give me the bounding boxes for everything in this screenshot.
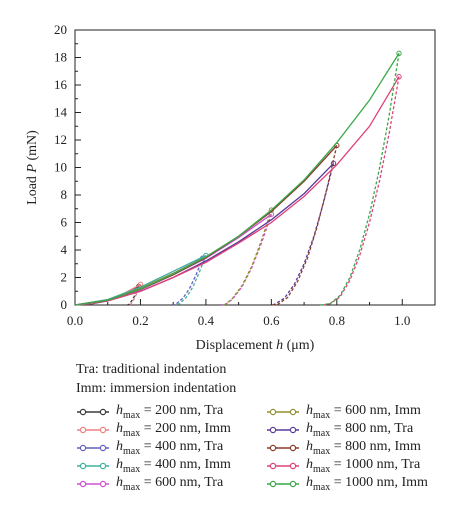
y-tick-label: 4 — [61, 242, 68, 257]
series-loading-line — [74, 257, 203, 306]
x-tick-label: 1.0 — [394, 313, 410, 328]
x-tick-label: 0.4 — [198, 313, 215, 328]
y-tick-label: 20 — [54, 22, 67, 37]
x-tick-label: 0.2 — [132, 313, 148, 328]
note-immersion: Imm: immersion indentation — [76, 381, 237, 396]
series-unloading-line — [271, 145, 338, 306]
series-loading-line — [74, 209, 272, 306]
legend-label: hmax = 400 nm, Tra — [116, 439, 224, 457]
legend-notes: Tra: traditional indentation Imm: immers… — [76, 360, 236, 398]
load-displacement-chart: 0.0 0.2 0.4 0.6 0.8 1.0 0 2 4 6 8 10 12 14 16 18 20 Dis… — [25, 22, 436, 353]
legend-swatch — [77, 480, 109, 488]
note-traditional: Tra: traditional indentation — [76, 362, 227, 377]
legend-label: hmax = 1000 nm, Tra — [306, 457, 421, 475]
series-unloading-line — [176, 255, 207, 306]
series-loading-line — [74, 76, 400, 306]
x-axis: 0.0 0.2 0.4 0.6 0.8 1.0 — [67, 299, 410, 328]
legend-swatch — [77, 426, 109, 434]
series-loading-line — [74, 53, 400, 306]
series-layer — [74, 50, 402, 306]
series-unloading-line — [320, 53, 400, 306]
y-axis: 0 2 4 6 8 10 12 14 16 18 20 — [54, 22, 81, 312]
x-axis-title: Displacement h (μm) — [196, 338, 315, 353]
series-peak-point — [396, 50, 402, 57]
legend-swatch — [267, 444, 299, 452]
y-tick-label: 8 — [61, 187, 68, 202]
y-tick-label: 16 — [54, 77, 68, 92]
plot-frame — [74, 29, 436, 306]
series-5 — [74, 207, 275, 306]
legend-swatch — [77, 444, 109, 452]
legend-swatch — [77, 462, 109, 470]
x-tick-label: 0.8 — [329, 313, 345, 328]
series-4 — [74, 211, 275, 306]
legend-swatch — [267, 408, 299, 416]
y-axis-title: Load P (mN) — [25, 130, 40, 205]
series-8 — [74, 74, 402, 306]
legend-swatch — [267, 426, 299, 434]
series-unloading-line — [222, 209, 273, 306]
legend-label: hmax = 400 nm, Imm — [116, 457, 231, 475]
series-peak-point — [396, 74, 402, 80]
y-tick-label: 14 — [54, 105, 68, 120]
y-tick-label: 2 — [61, 270, 68, 285]
series-unloading-line — [271, 163, 335, 306]
y-tick-label: 12 — [54, 132, 67, 147]
series-loading-line — [74, 285, 140, 306]
series-unloading-line — [323, 76, 400, 306]
legend-swatch — [77, 408, 109, 416]
legend-label: hmax = 800 nm, Imm — [306, 439, 421, 457]
series-6 — [74, 160, 337, 306]
legend-label: hmax = 800 nm, Tra — [306, 421, 414, 439]
x-tick-label: 0.0 — [67, 313, 83, 328]
y-tick-label: 18 — [54, 50, 67, 65]
series-unloading-line — [222, 214, 273, 306]
plot-border — [74, 29, 436, 306]
legend-swatch — [267, 462, 299, 470]
legend-label: hmax = 1000 nm, Imm — [306, 475, 428, 493]
series-loading-line — [74, 213, 272, 306]
y-tick-label: 6 — [61, 215, 68, 230]
legend-label: hmax = 600 nm, Tra — [116, 475, 224, 493]
y-tick-label: 0 — [61, 297, 68, 312]
legend-label: hmax = 200 nm, Tra — [116, 403, 224, 421]
series-9 — [74, 50, 402, 306]
legend-label: hmax = 600 nm, Imm — [306, 403, 421, 421]
legend-label: hmax = 200 nm, Imm — [116, 421, 231, 439]
y-tick-label: 10 — [54, 160, 67, 175]
legend-swatch — [267, 480, 299, 488]
x-tick-label: 0.6 — [263, 313, 280, 328]
series-3 — [74, 252, 209, 306]
series-7 — [74, 142, 340, 306]
